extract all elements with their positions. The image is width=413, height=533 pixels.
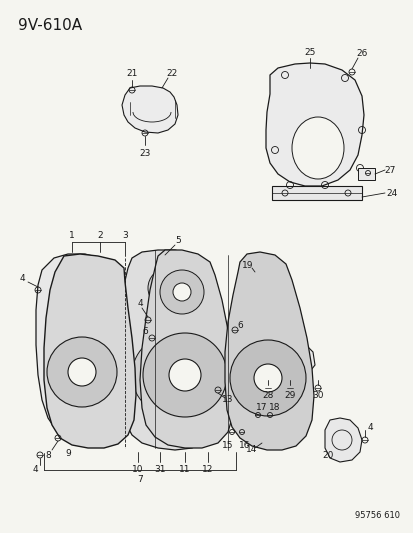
Polygon shape — [140, 250, 235, 448]
Text: 16: 16 — [239, 440, 250, 449]
Text: 9V-610A: 9V-610A — [18, 18, 82, 33]
Circle shape — [68, 358, 92, 382]
Circle shape — [132, 335, 211, 415]
Text: 15: 15 — [222, 440, 233, 449]
Text: 1: 1 — [69, 230, 75, 239]
Polygon shape — [118, 250, 221, 450]
Text: 14: 14 — [246, 446, 257, 455]
Text: 26: 26 — [356, 49, 367, 58]
Circle shape — [47, 337, 117, 407]
Polygon shape — [44, 254, 136, 448]
Circle shape — [159, 280, 176, 296]
Polygon shape — [122, 86, 178, 133]
Polygon shape — [324, 418, 361, 462]
Circle shape — [173, 283, 190, 301]
Text: 25: 25 — [304, 47, 315, 56]
Text: 10: 10 — [132, 465, 143, 474]
Text: 24: 24 — [385, 189, 396, 198]
Text: 13: 13 — [222, 395, 233, 405]
Text: 4: 4 — [19, 273, 25, 282]
Circle shape — [147, 268, 188, 308]
Text: 21: 21 — [126, 69, 138, 77]
Text: 4: 4 — [32, 465, 38, 474]
Text: 4: 4 — [137, 298, 142, 308]
Polygon shape — [36, 254, 123, 440]
Text: 2: 2 — [97, 230, 102, 239]
Polygon shape — [269, 342, 314, 377]
Text: 18: 18 — [268, 403, 280, 413]
Text: 5: 5 — [175, 236, 180, 245]
Text: 8: 8 — [45, 450, 51, 459]
Text: 27: 27 — [383, 166, 395, 174]
Circle shape — [254, 364, 281, 392]
Text: 22: 22 — [166, 69, 177, 77]
Circle shape — [157, 360, 187, 390]
Text: 6: 6 — [237, 320, 242, 329]
Text: 29: 29 — [284, 392, 295, 400]
Text: 30: 30 — [311, 392, 323, 400]
Circle shape — [68, 358, 96, 386]
Polygon shape — [224, 252, 313, 450]
Polygon shape — [271, 186, 361, 200]
Circle shape — [159, 270, 204, 314]
Text: 6: 6 — [142, 327, 147, 336]
Circle shape — [142, 333, 226, 417]
Text: 17: 17 — [256, 403, 267, 413]
Text: 28: 28 — [262, 392, 273, 400]
Polygon shape — [357, 168, 374, 180]
Text: 4: 4 — [366, 423, 372, 432]
Ellipse shape — [291, 117, 343, 179]
Text: 23: 23 — [139, 149, 150, 157]
Text: 11: 11 — [179, 465, 190, 474]
Text: 3: 3 — [122, 230, 128, 239]
Text: 95756 610: 95756 610 — [354, 511, 399, 520]
Text: 9: 9 — [65, 448, 71, 457]
Circle shape — [230, 340, 305, 416]
Text: 20: 20 — [322, 451, 333, 461]
Text: 7: 7 — [137, 475, 142, 484]
Polygon shape — [266, 63, 363, 186]
Circle shape — [48, 338, 112, 402]
Text: 19: 19 — [242, 261, 253, 270]
Text: 12: 12 — [202, 465, 213, 474]
Circle shape — [169, 359, 201, 391]
Text: 31: 31 — [154, 465, 165, 474]
